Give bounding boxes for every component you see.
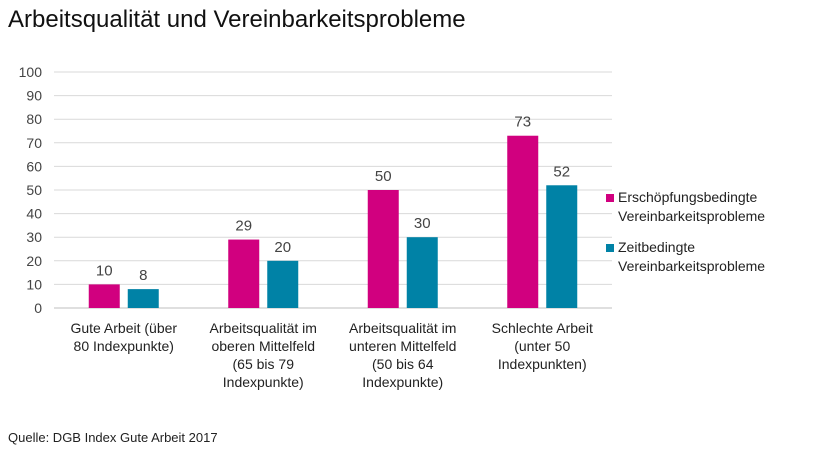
- y-tick-label: 30: [26, 229, 42, 245]
- y-tick-label: 100: [19, 64, 43, 80]
- data-label: 50: [375, 168, 392, 185]
- x-category-label: Gute Arbeit (über 80 Indexpunkte): [54, 319, 194, 355]
- bar-series-1: [507, 135, 539, 308]
- y-tick-label: 10: [26, 276, 42, 292]
- data-label: 10: [96, 262, 113, 279]
- bar-series-2: [267, 260, 299, 308]
- x-category-label-line: Indexpunkte): [222, 374, 304, 390]
- bar-series-2: [546, 185, 578, 308]
- x-category-label: Arbeitsqualität im unteren Mittelfeld (50 …: [333, 319, 473, 391]
- bar-series-2: [406, 237, 438, 308]
- data-label: 30: [414, 215, 431, 232]
- data-label: 73: [514, 114, 531, 131]
- x-category-label-line: (65 bis 79: [232, 356, 294, 372]
- legend-label-line: Zeitbedingte: [618, 239, 696, 255]
- y-tick-label: 80: [26, 111, 42, 127]
- x-category-label-line: (50 bis 64: [372, 356, 434, 372]
- y-tick-label: 20: [26, 253, 42, 269]
- y-tick-label: 60: [26, 158, 42, 174]
- bar-series-1: [88, 284, 120, 308]
- x-category-label-line: 80 Indexpunkte): [73, 338, 174, 354]
- x-category-label-line: Arbeitsqualität im: [349, 320, 457, 336]
- x-category-label-line: (unter 50: [514, 338, 571, 354]
- legend-swatch-series-1: [606, 194, 614, 202]
- y-tick-label: 50: [26, 182, 42, 198]
- x-category-label: Arbeitsqualität im oberen Mittelfeld (65 b…: [193, 319, 333, 391]
- legend-label-series-1: Erschöpfungsbedingte Vereinbarkeitsprobl…: [618, 188, 818, 226]
- x-category-label-line: Indexpunkten): [497, 356, 587, 372]
- x-category-label-line: Gute Arbeit (über: [70, 320, 178, 336]
- x-category-label-line: oberen Mittelfeld: [211, 338, 315, 354]
- chart-title: Arbeitsqualität und Vereinbarkeitsproble…: [8, 6, 466, 33]
- data-label: 8: [139, 267, 147, 284]
- x-category-label: Schlechte Arbeit (unter 50 Indexpunkten): [472, 319, 612, 373]
- x-category-label-line: Indexpunkte): [362, 374, 444, 390]
- data-label: 20: [274, 239, 291, 256]
- y-tick-label: 70: [26, 135, 42, 151]
- x-category-label-line: Schlechte Arbeit: [491, 320, 593, 336]
- bar-series-1: [228, 239, 260, 308]
- x-category-label-line: Arbeitsqualität im: [209, 320, 317, 336]
- y-tick-label: 40: [26, 206, 42, 222]
- bar-series-2: [127, 289, 159, 308]
- legend-label-line: Vereinbarkeitsprobleme: [618, 258, 766, 274]
- legend-swatch-series-2: [606, 244, 614, 252]
- legend-label-series-2: Zeitbedingte Vereinbarkeitsprobleme: [618, 238, 818, 276]
- y-tick-label: 90: [26, 88, 42, 104]
- data-label: 52: [553, 163, 570, 180]
- x-category-label-line: unteren Mittelfeld: [349, 338, 457, 354]
- source-note: Quelle: DGB Index Gute Arbeit 2017: [8, 430, 218, 445]
- data-label: 29: [235, 218, 252, 235]
- bar-series-1: [367, 190, 399, 308]
- y-tick-label: 0: [34, 300, 42, 316]
- legend-label-line: Vereinbarkeitsprobleme: [618, 208, 766, 224]
- legend-label-line: Erschöpfungsbedingte: [618, 189, 758, 205]
